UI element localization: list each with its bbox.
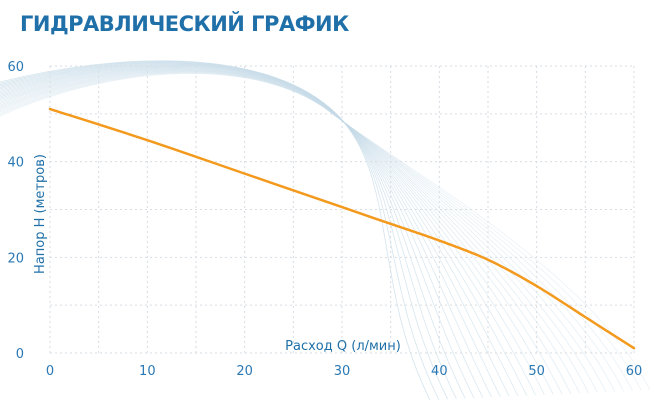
y-axis-label: Напор H (метров) [33,154,48,274]
swoosh-stroke [0,65,519,397]
swoosh-stroke [0,72,642,391]
swoosh-stroke [0,66,536,396]
swoosh-stroke [0,68,572,394]
background-swoosh [0,60,650,400]
x-tick-label: 30 [334,364,351,379]
swoosh-stroke [0,67,545,395]
swoosh-stroke [0,67,554,395]
swoosh-stroke [0,70,607,393]
swoosh-stroke [0,71,624,392]
x-tick-label: 40 [431,364,448,379]
swoosh-stroke [0,68,563,395]
x-tick-label: 0 [46,364,54,379]
x-tick-label: 50 [528,364,545,379]
y-tick-label: 0 [16,347,24,362]
x-tick-label: 60 [626,364,643,379]
y-tick-label: 20 [7,251,24,266]
swoosh-stroke [0,72,633,391]
y-tick-label: 60 [7,60,24,75]
swoosh-stroke [0,69,589,393]
swoosh-stroke [0,69,580,394]
swoosh-stroke [0,64,492,398]
series-line [48,107,636,350]
x-tick-label: 20 [236,364,253,379]
x-tick-label: 10 [139,364,156,379]
tick-labels: 0 10 20 30 40 50 60 0 20 40 60 [7,60,642,379]
x-axis-label: Расход Q (л/мин) [285,339,401,354]
swoosh-stroke [0,73,650,391]
chart-title: ГИДРАВЛИЧЕСКИЙ ГРАФИК [20,12,349,36]
y-tick-label: 40 [7,156,24,171]
swoosh-stroke [0,70,598,393]
grid [49,65,635,354]
